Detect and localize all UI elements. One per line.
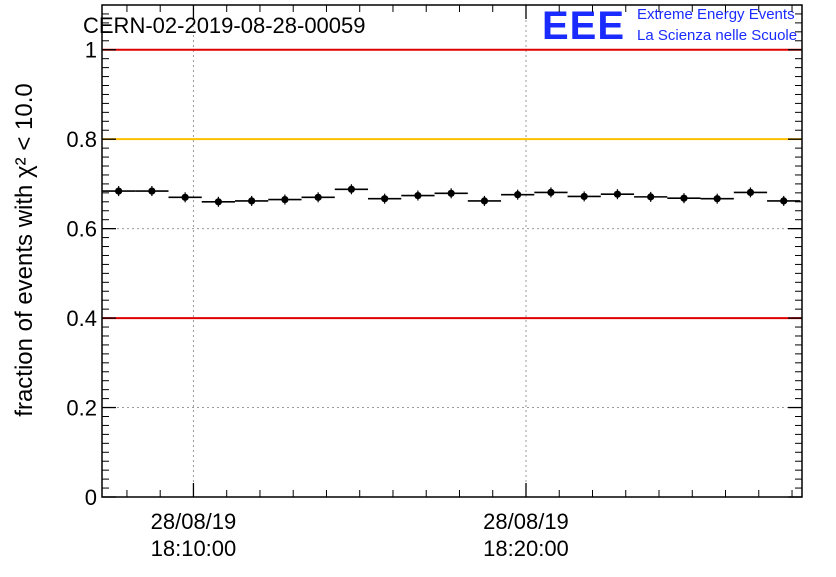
data-point xyxy=(514,191,522,199)
data-point xyxy=(248,197,256,205)
reference-lines xyxy=(102,48,802,320)
data-point xyxy=(547,188,555,197)
data-point xyxy=(647,193,655,201)
y-tick-label: 1 xyxy=(85,38,97,63)
x-tick-label-date: 28/08/19 xyxy=(151,509,237,534)
data-point xyxy=(115,187,123,195)
logo-eee-text: EEE xyxy=(542,4,625,48)
y-tick-label: 0.6 xyxy=(66,217,97,242)
data-point xyxy=(746,188,755,197)
data-point xyxy=(281,195,289,204)
data-point xyxy=(381,195,389,203)
chart-title: CERN-02-2019-08-28-00059 xyxy=(83,13,366,38)
y-axis-label: fraction of events with χ² < 10.0 xyxy=(11,83,38,416)
data-point xyxy=(314,193,322,201)
org-name-line2: La Scienza nelle Scuole xyxy=(637,27,797,44)
y-tick-label: 0.2 xyxy=(66,396,97,421)
data-point xyxy=(480,197,489,205)
data-point xyxy=(680,194,688,202)
y-tick-label: 0.8 xyxy=(66,127,97,152)
data-point xyxy=(780,197,788,205)
data-point xyxy=(181,193,189,201)
grid-lines xyxy=(102,5,802,497)
data-points xyxy=(102,184,801,207)
eee-logo: EEE Extreme Energy Events La Scienza nel… xyxy=(542,4,797,48)
x-tick-label-date: 28/08/19 xyxy=(483,509,569,534)
x-tick-label-time: 18:10:00 xyxy=(151,536,237,561)
axes: 00.20.40.60.8128/08/1918:10:0028/08/1918… xyxy=(66,4,803,561)
x-tick-label-time: 18:20:00 xyxy=(483,536,569,561)
data-point xyxy=(713,195,721,203)
data-point xyxy=(347,185,356,193)
data-point xyxy=(613,190,622,198)
org-name-line1: Extreme Energy Events xyxy=(637,6,795,23)
data-point xyxy=(447,189,455,197)
data-point xyxy=(414,191,422,200)
y-tick-label: 0.4 xyxy=(66,306,97,331)
data-point xyxy=(214,198,222,206)
plot-frame xyxy=(101,4,803,498)
y-tick-label: 0 xyxy=(85,485,97,510)
data-point xyxy=(580,192,588,201)
data-point xyxy=(148,187,156,195)
